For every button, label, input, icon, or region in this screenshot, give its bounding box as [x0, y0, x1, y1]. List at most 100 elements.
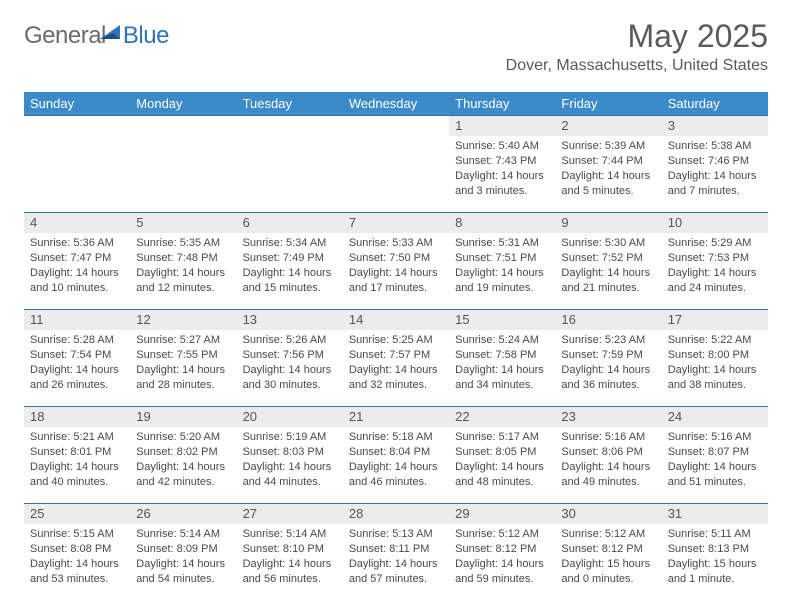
weekday-header: Friday [555, 92, 661, 115]
location-text: Dover, Massachusetts, United States [506, 57, 768, 75]
day-cell: 6Sunrise: 5:34 AMSunset: 7:49 PMDaylight… [237, 212, 343, 309]
calendar-grid: 1Sunrise: 5:40 AMSunset: 7:43 PMDaylight… [24, 115, 768, 600]
day-number: 20 [237, 407, 343, 427]
day-cell: 11Sunrise: 5:28 AMSunset: 7:54 PMDayligh… [24, 309, 130, 406]
day-info: Sunrise: 5:11 AMSunset: 8:13 PMDaylight:… [662, 524, 768, 586]
day-number: 13 [237, 310, 343, 330]
day-cell: 15Sunrise: 5:24 AMSunset: 7:58 PMDayligh… [449, 309, 555, 406]
day-cell: 25Sunrise: 5:15 AMSunset: 8:08 PMDayligh… [24, 503, 130, 600]
day-info: Sunrise: 5:13 AMSunset: 8:11 PMDaylight:… [343, 524, 449, 586]
day-number: 21 [343, 407, 449, 427]
day-cell: 4Sunrise: 5:36 AMSunset: 7:47 PMDaylight… [24, 212, 130, 309]
day-number: 28 [343, 504, 449, 524]
day-info: Sunrise: 5:38 AMSunset: 7:46 PMDaylight:… [662, 136, 768, 198]
day-number: 9 [555, 213, 661, 233]
day-number: 30 [555, 504, 661, 524]
day-number: 12 [130, 310, 236, 330]
weekday-header: Saturday [662, 92, 768, 115]
day-info: Sunrise: 5:25 AMSunset: 7:57 PMDaylight:… [343, 330, 449, 392]
day-cell: 16Sunrise: 5:23 AMSunset: 7:59 PMDayligh… [555, 309, 661, 406]
day-info: Sunrise: 5:14 AMSunset: 8:10 PMDaylight:… [237, 524, 343, 586]
day-number: 18 [24, 407, 130, 427]
day-cell: 26Sunrise: 5:14 AMSunset: 8:09 PMDayligh… [130, 503, 236, 600]
logo-text-general: General [24, 22, 106, 50]
day-number: 16 [555, 310, 661, 330]
empty-cell [130, 115, 236, 212]
day-cell: 23Sunrise: 5:16 AMSunset: 8:06 PMDayligh… [555, 406, 661, 503]
day-cell: 7Sunrise: 5:33 AMSunset: 7:50 PMDaylight… [343, 212, 449, 309]
day-cell: 31Sunrise: 5:11 AMSunset: 8:13 PMDayligh… [662, 503, 768, 600]
day-info: Sunrise: 5:15 AMSunset: 8:08 PMDaylight:… [24, 524, 130, 586]
empty-cell [24, 115, 130, 212]
day-cell: 22Sunrise: 5:17 AMSunset: 8:05 PMDayligh… [449, 406, 555, 503]
logo: General Blue [24, 22, 169, 50]
day-number: 5 [130, 213, 236, 233]
day-number: 26 [130, 504, 236, 524]
day-cell: 5Sunrise: 5:35 AMSunset: 7:48 PMDaylight… [130, 212, 236, 309]
day-info: Sunrise: 5:23 AMSunset: 7:59 PMDaylight:… [555, 330, 661, 392]
day-info: Sunrise: 5:16 AMSunset: 8:07 PMDaylight:… [662, 427, 768, 489]
day-info: Sunrise: 5:34 AMSunset: 7:49 PMDaylight:… [237, 233, 343, 295]
day-cell: 8Sunrise: 5:31 AMSunset: 7:51 PMDaylight… [449, 212, 555, 309]
day-info: Sunrise: 5:14 AMSunset: 8:09 PMDaylight:… [130, 524, 236, 586]
day-info: Sunrise: 5:30 AMSunset: 7:52 PMDaylight:… [555, 233, 661, 295]
calendar: SundayMondayTuesdayWednesdayThursdayFrid… [24, 92, 768, 600]
day-cell: 19Sunrise: 5:20 AMSunset: 8:02 PMDayligh… [130, 406, 236, 503]
day-cell: 20Sunrise: 5:19 AMSunset: 8:03 PMDayligh… [237, 406, 343, 503]
day-cell: 3Sunrise: 5:38 AMSunset: 7:46 PMDaylight… [662, 115, 768, 212]
day-number: 14 [343, 310, 449, 330]
day-info: Sunrise: 5:12 AMSunset: 8:12 PMDaylight:… [555, 524, 661, 586]
day-cell: 27Sunrise: 5:14 AMSunset: 8:10 PMDayligh… [237, 503, 343, 600]
header: General Blue May 2025 Dover, Massachuset… [0, 0, 792, 92]
weekday-header: Tuesday [237, 92, 343, 115]
weekday-header: Sunday [24, 92, 130, 115]
day-info: Sunrise: 5:35 AMSunset: 7:48 PMDaylight:… [130, 233, 236, 295]
day-cell: 29Sunrise: 5:12 AMSunset: 8:12 PMDayligh… [449, 503, 555, 600]
day-number: 17 [662, 310, 768, 330]
day-number: 15 [449, 310, 555, 330]
day-info: Sunrise: 5:39 AMSunset: 7:44 PMDaylight:… [555, 136, 661, 198]
day-number: 29 [449, 504, 555, 524]
day-number: 10 [662, 213, 768, 233]
day-cell: 12Sunrise: 5:27 AMSunset: 7:55 PMDayligh… [130, 309, 236, 406]
day-info: Sunrise: 5:27 AMSunset: 7:55 PMDaylight:… [130, 330, 236, 392]
weekday-header: Monday [130, 92, 236, 115]
day-number: 23 [555, 407, 661, 427]
empty-cell [237, 115, 343, 212]
day-info: Sunrise: 5:24 AMSunset: 7:58 PMDaylight:… [449, 330, 555, 392]
title-block: May 2025 Dover, Massachusetts, United St… [506, 18, 768, 75]
day-number: 22 [449, 407, 555, 427]
day-cell: 14Sunrise: 5:25 AMSunset: 7:57 PMDayligh… [343, 309, 449, 406]
day-number: 2 [555, 116, 661, 136]
weekday-header: Thursday [449, 92, 555, 115]
day-info: Sunrise: 5:18 AMSunset: 8:04 PMDaylight:… [343, 427, 449, 489]
day-number: 11 [24, 310, 130, 330]
weekday-header: Wednesday [343, 92, 449, 115]
day-info: Sunrise: 5:31 AMSunset: 7:51 PMDaylight:… [449, 233, 555, 295]
day-info: Sunrise: 5:28 AMSunset: 7:54 PMDaylight:… [24, 330, 130, 392]
day-info: Sunrise: 5:40 AMSunset: 7:43 PMDaylight:… [449, 136, 555, 198]
empty-cell [343, 115, 449, 212]
day-number: 27 [237, 504, 343, 524]
day-info: Sunrise: 5:29 AMSunset: 7:53 PMDaylight:… [662, 233, 768, 295]
day-number: 19 [130, 407, 236, 427]
day-number: 1 [449, 116, 555, 136]
day-cell: 18Sunrise: 5:21 AMSunset: 8:01 PMDayligh… [24, 406, 130, 503]
day-number: 4 [24, 213, 130, 233]
day-info: Sunrise: 5:21 AMSunset: 8:01 PMDaylight:… [24, 427, 130, 489]
day-info: Sunrise: 5:33 AMSunset: 7:50 PMDaylight:… [343, 233, 449, 295]
logo-text-blue: Blue [123, 22, 169, 50]
day-info: Sunrise: 5:36 AMSunset: 7:47 PMDaylight:… [24, 233, 130, 295]
day-info: Sunrise: 5:16 AMSunset: 8:06 PMDaylight:… [555, 427, 661, 489]
day-info: Sunrise: 5:26 AMSunset: 7:56 PMDaylight:… [237, 330, 343, 392]
day-cell: 21Sunrise: 5:18 AMSunset: 8:04 PMDayligh… [343, 406, 449, 503]
day-number: 3 [662, 116, 768, 136]
weekday-header-row: SundayMondayTuesdayWednesdayThursdayFrid… [24, 92, 768, 115]
day-cell: 30Sunrise: 5:12 AMSunset: 8:12 PMDayligh… [555, 503, 661, 600]
day-cell: 24Sunrise: 5:16 AMSunset: 8:07 PMDayligh… [662, 406, 768, 503]
day-cell: 13Sunrise: 5:26 AMSunset: 7:56 PMDayligh… [237, 309, 343, 406]
day-info: Sunrise: 5:17 AMSunset: 8:05 PMDaylight:… [449, 427, 555, 489]
day-info: Sunrise: 5:20 AMSunset: 8:02 PMDaylight:… [130, 427, 236, 489]
day-info: Sunrise: 5:12 AMSunset: 8:12 PMDaylight:… [449, 524, 555, 586]
page-title: May 2025 [506, 18, 768, 55]
